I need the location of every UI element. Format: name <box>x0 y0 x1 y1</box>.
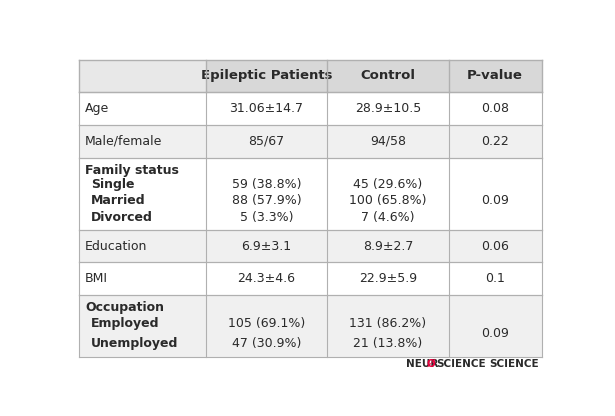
Text: 94/58: 94/58 <box>370 135 406 148</box>
Bar <box>205 59 327 92</box>
Text: 0.08: 0.08 <box>481 102 509 115</box>
Text: 0.09: 0.09 <box>481 327 509 340</box>
Bar <box>79 59 205 92</box>
Text: 31.06±14.7: 31.06±14.7 <box>229 102 303 115</box>
Text: SCIENCE: SCIENCE <box>490 359 539 369</box>
Bar <box>79 295 542 357</box>
Bar <box>79 92 542 125</box>
Text: Education: Education <box>85 240 148 253</box>
Text: SCIENCE: SCIENCE <box>437 359 486 369</box>
Text: 8.9±2.7: 8.9±2.7 <box>363 240 413 253</box>
Text: Employed: Employed <box>91 317 160 330</box>
Bar <box>327 59 448 92</box>
Text: Married: Married <box>91 194 146 208</box>
Text: P-value: P-value <box>467 69 523 82</box>
Text: BMI: BMI <box>85 272 108 285</box>
Bar <box>79 262 542 295</box>
Text: 85/67: 85/67 <box>248 135 284 148</box>
Text: 47 (30.9%): 47 (30.9%) <box>232 337 301 349</box>
Text: 45 (29.6%): 45 (29.6%) <box>353 178 423 191</box>
Text: Single: Single <box>91 178 135 191</box>
Text: 131 (86.2%): 131 (86.2%) <box>349 317 426 330</box>
Text: 0.1: 0.1 <box>485 272 505 285</box>
Text: 59 (38.8%): 59 (38.8%) <box>232 178 301 191</box>
Text: 0.22: 0.22 <box>482 135 509 148</box>
Bar <box>79 230 542 262</box>
Text: 21 (13.8%): 21 (13.8%) <box>353 337 423 349</box>
Text: 6.9±3.1: 6.9±3.1 <box>241 240 292 253</box>
Text: Age: Age <box>85 102 109 115</box>
Text: Divorced: Divorced <box>91 211 153 224</box>
Text: 0.09: 0.09 <box>481 194 509 208</box>
Text: 28.9±10.5: 28.9±10.5 <box>355 102 421 115</box>
Bar <box>79 125 542 158</box>
Text: Unemployed: Unemployed <box>91 337 178 349</box>
Text: 105 (69.1%): 105 (69.1%) <box>228 317 305 330</box>
Bar <box>449 59 542 92</box>
Text: NEUR: NEUR <box>406 359 438 369</box>
Text: Epileptic Patients: Epileptic Patients <box>200 69 332 82</box>
Text: 7 (4.6%): 7 (4.6%) <box>361 211 415 224</box>
Bar <box>79 158 542 230</box>
Text: Ø: Ø <box>427 359 436 369</box>
Text: 22.9±5.9: 22.9±5.9 <box>359 272 417 285</box>
Text: Occupation: Occupation <box>85 301 164 314</box>
Text: Family status: Family status <box>85 163 179 176</box>
Text: Male/female: Male/female <box>85 135 162 148</box>
Text: 0.06: 0.06 <box>481 240 509 253</box>
Text: 5 (3.3%): 5 (3.3%) <box>240 211 293 224</box>
Text: 100 (65.8%): 100 (65.8%) <box>349 194 427 208</box>
Text: Control: Control <box>360 69 415 82</box>
Text: 88 (57.9%): 88 (57.9%) <box>231 194 301 208</box>
Text: 24.3±4.6: 24.3±4.6 <box>237 272 295 285</box>
